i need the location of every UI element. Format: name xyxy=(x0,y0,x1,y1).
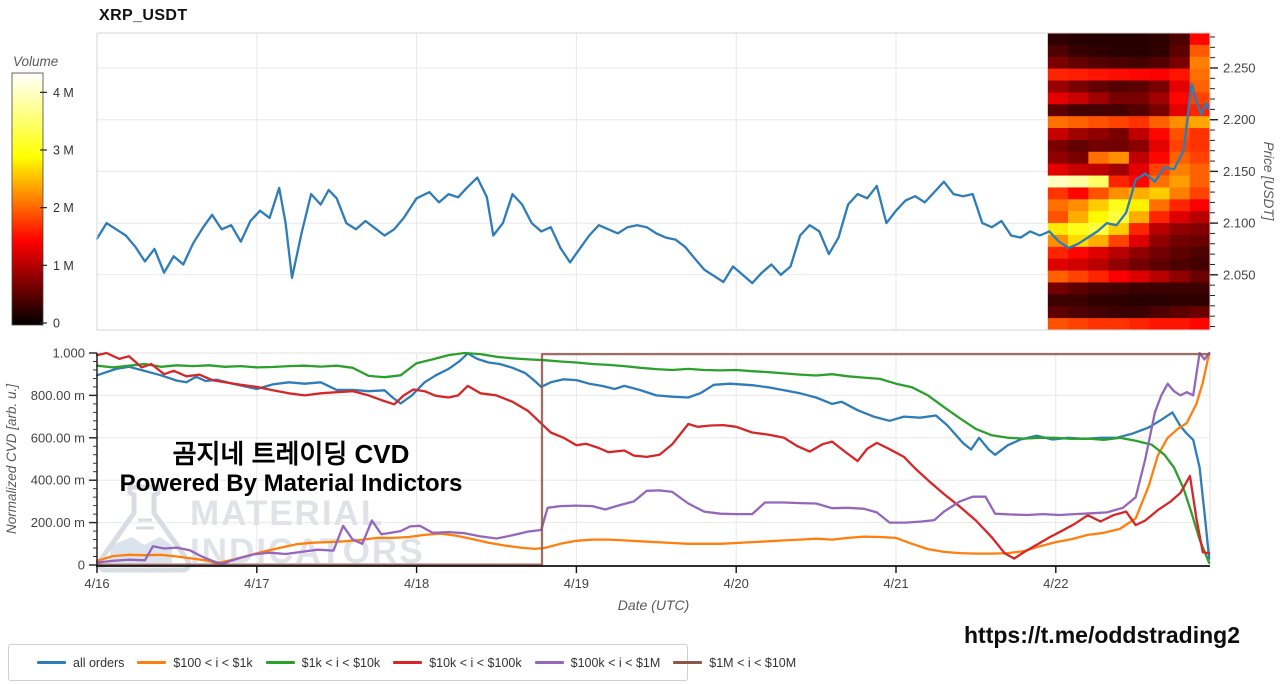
cvd-axis-tick-label: 800.00 m xyxy=(31,388,85,403)
price-axis-title: Price [USDT] xyxy=(1261,142,1276,222)
flask-liquid xyxy=(108,537,172,563)
date-axis: 4/16 4/17 4/18 4/19 4/20 4/21 4/22 xyxy=(84,565,1210,591)
cvd-series-1m-i-10m xyxy=(95,352,1211,566)
legend-label: $100 < i < $1k xyxy=(173,655,253,670)
cvd-axis-tick-label: 200.00 m xyxy=(31,515,85,530)
price-axis-tick-label: 2.200 xyxy=(1223,112,1256,127)
colorbar-tick-label: 3 M xyxy=(53,144,74,158)
legend-label: all orders xyxy=(73,655,125,670)
cvd-series-100k-i-1m xyxy=(95,351,1211,566)
legend-swatch xyxy=(393,661,423,664)
colorbar-gradient xyxy=(11,72,44,326)
colorbar-tick-label: 1 M xyxy=(53,259,74,273)
legend-item-1k-i-10k[interactable]: $1k < i < $10k xyxy=(265,655,381,670)
legend-swatch xyxy=(37,661,66,664)
legend-label: $10k < i < $100k xyxy=(429,655,522,670)
cvd-axis-tick-label: 1.000 xyxy=(52,346,85,361)
cvd-axis-title: Normalized CVD [arb. u.] xyxy=(4,383,19,534)
date-axis-title: Date (UTC) xyxy=(618,597,690,613)
price-axis: 2.250 2.200 2.150 2.100 2.050 xyxy=(1210,36,1256,327)
price-axis-tick-label: 2.100 xyxy=(1223,216,1256,231)
cvd-axis-tick-label: 400.00 m xyxy=(31,473,85,488)
legend-item-1m-i-10m[interactable]: $1M < i < $10M xyxy=(673,656,796,670)
date-axis-tick-label: 4/19 xyxy=(564,576,589,591)
cvd-y-axis: 1.000 800.00 m 600.00 m 400.00 m 200.00 m 0 xyxy=(31,346,98,573)
price-axis-tick-label: 2.050 xyxy=(1223,267,1256,282)
legend-swatch xyxy=(137,661,167,664)
volume-colorbar: Volume 4 M 3 M 2 M 1 M 0 xyxy=(11,54,74,331)
watermark-powered-text: Powered By Material Indictors xyxy=(119,470,463,497)
legend-item-100-i-1k[interactable]: $100 < i < $1k xyxy=(137,655,253,670)
legend-item-100k-i-1m[interactable]: $100k < i < $1M xyxy=(534,655,661,670)
cvd-series-100-i-1k xyxy=(95,351,1211,565)
watermark-logo-line1: MATERIAL xyxy=(190,494,384,533)
colorbar-tick-label: 0 xyxy=(53,317,60,331)
page-title: XRP_USDT xyxy=(99,7,188,24)
date-axis-tick-label: 4/20 xyxy=(724,576,749,591)
date-axis-tick-label: 4/22 xyxy=(1043,576,1068,591)
legend-item-10k-i-100k[interactable]: $10k < i < $100k xyxy=(393,655,522,670)
top-plot-border xyxy=(96,32,1211,331)
price-axis-tick-label: 2.250 xyxy=(1223,61,1256,76)
colorbar-tick-label: 2 M xyxy=(53,201,74,215)
cvd-axis-tick-label: 0 xyxy=(78,558,85,573)
cvd-series-10k-i-100k xyxy=(95,351,1211,560)
cvd-series-1k-i-10k xyxy=(95,351,1211,565)
legend-item-all-orders[interactable]: all orders xyxy=(37,656,124,670)
legend-label: $100k < i < $1M xyxy=(570,655,661,670)
colorbar-tick-label: 4 M xyxy=(53,86,74,100)
legend-label: $1k < i < $10k xyxy=(301,655,381,670)
cvd-axis-tick-label: 600.00 m xyxy=(31,430,85,445)
date-axis-tick-label: 4/17 xyxy=(244,576,269,591)
legend: all orders $100 < i < $1k $1k < i < $10k $1… xyxy=(8,644,796,681)
price-line xyxy=(95,82,1211,285)
date-axis-tick-label: 4/16 xyxy=(84,576,109,591)
legend-label: $1M < i < $10M xyxy=(709,655,797,670)
telegram-url-text: https://t.me/oddstrading2 xyxy=(964,622,1240,648)
colorbar-title: Volume xyxy=(13,54,58,69)
price-volume-chart: 2.250 2.200 2.150 2.100 2.050 Price [USDT] xyxy=(95,32,1276,331)
price-axis-tick-label: 2.150 xyxy=(1223,164,1256,179)
date-axis-tick-label: 4/18 xyxy=(404,576,429,591)
date-axis-tick-label: 4/21 xyxy=(883,576,908,591)
legend-swatch xyxy=(534,661,564,664)
legend-swatch xyxy=(265,661,295,664)
watermark-korean-text: 곰지네 트레이딩 CVD xyxy=(172,439,410,469)
legend-swatch xyxy=(673,661,703,664)
volume-heatmap xyxy=(1047,33,1211,331)
